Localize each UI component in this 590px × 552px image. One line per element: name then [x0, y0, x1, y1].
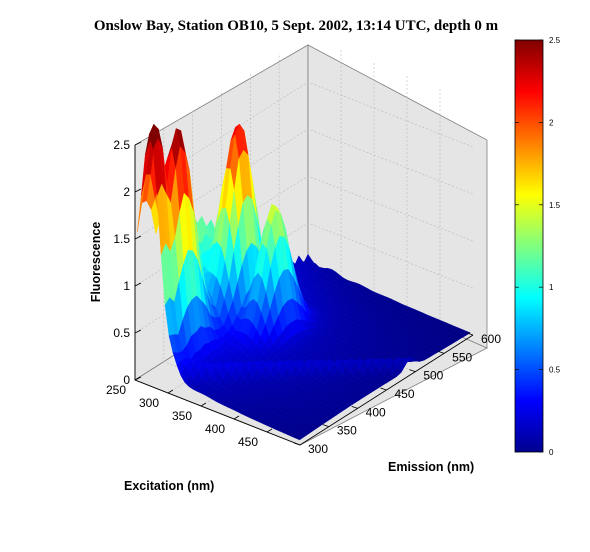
colorbar-ticks: 0 0.5 1 1.5 2 2.5 — [515, 36, 561, 457]
y-tick-label: 400 — [366, 405, 386, 419]
y-tick — [380, 387, 387, 391]
x-tick-label: 300 — [139, 396, 159, 410]
colorbar-tick-label: 0.5 — [549, 366, 561, 375]
y-axis-label: Emission (nm) — [388, 460, 474, 474]
z-tick — [134, 282, 142, 287]
y-tick — [293, 442, 301, 446]
y-tick — [351, 405, 358, 409]
z-tick — [134, 235, 142, 240]
z-tick — [134, 329, 142, 334]
chart-title: Onslow Bay, Station OB10, 5 Sept. 2002, … — [94, 18, 499, 34]
colorbar-tick-label: 2.5 — [549, 36, 561, 45]
colorbar-tick-label: 1 — [549, 283, 554, 292]
z-tick-label: 2 — [123, 185, 130, 199]
x-axis-label: Excitation (nm) — [124, 479, 214, 493]
grid-line — [163, 126, 329, 427]
colorbar-tick-label: 2 — [549, 118, 554, 127]
y-tick — [466, 332, 474, 336]
x-tick-label: 450 — [238, 435, 258, 449]
axes-ticks: 0 0.5 1 1.5 2 2.5 250 300 350 400 450 300 350 400 450 5… — [106, 138, 501, 456]
y-tick-label: 300 — [308, 442, 328, 456]
y-tick — [438, 350, 445, 354]
x-tick — [134, 376, 141, 381]
x-tick — [200, 402, 207, 407]
z-tick-label: 0.5 — [113, 326, 130, 340]
z-tick-label: 2.5 — [113, 138, 130, 152]
y-tick — [322, 424, 329, 428]
colorbar-tick-label: 1.5 — [549, 201, 561, 210]
z-tick-label: 1 — [123, 279, 130, 293]
x-tick-label: 400 — [205, 422, 225, 436]
y-tick-label: 600 — [481, 332, 501, 346]
axis-line — [134, 379, 301, 446]
colorbar — [514, 39, 544, 453]
x-tick-label: 350 — [172, 409, 192, 423]
z-tick — [134, 188, 142, 193]
fluorescence-surface — [137, 123, 471, 441]
y-tick-label: 350 — [337, 424, 357, 438]
surface-patch — [295, 434, 305, 441]
z-tick-label: 0 — [123, 373, 130, 387]
x-tick-label: 250 — [106, 383, 126, 397]
colorbar-tick-label: 0 — [549, 448, 554, 457]
y-tick-label: 500 — [423, 369, 443, 383]
x-tick — [167, 389, 174, 394]
z-tick-label: 1.5 — [113, 232, 130, 246]
z-axis-label: Fluorescence — [89, 222, 103, 303]
y-tick — [409, 369, 416, 373]
z-tick — [134, 141, 142, 146]
y-tick-label: 450 — [395, 387, 415, 401]
y-tick-label: 550 — [452, 350, 472, 364]
x-tick — [266, 428, 273, 433]
x-tick — [233, 415, 240, 420]
